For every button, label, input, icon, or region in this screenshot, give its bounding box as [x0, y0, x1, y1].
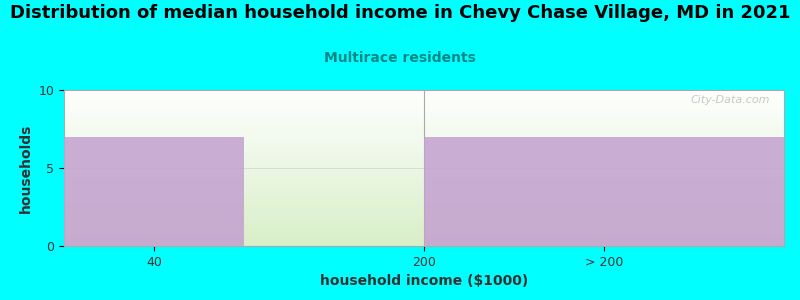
Text: Multirace residents: Multirace residents [324, 51, 476, 65]
Bar [424, 137, 784, 246]
Y-axis label: households: households [19, 123, 33, 213]
X-axis label: household income ($1000): household income ($1000) [320, 274, 528, 288]
Bar [64, 137, 244, 246]
Text: City-Data.com: City-Data.com [690, 95, 770, 105]
Text: Distribution of median household income in Chevy Chase Village, MD in 2021: Distribution of median household income … [10, 4, 790, 22]
